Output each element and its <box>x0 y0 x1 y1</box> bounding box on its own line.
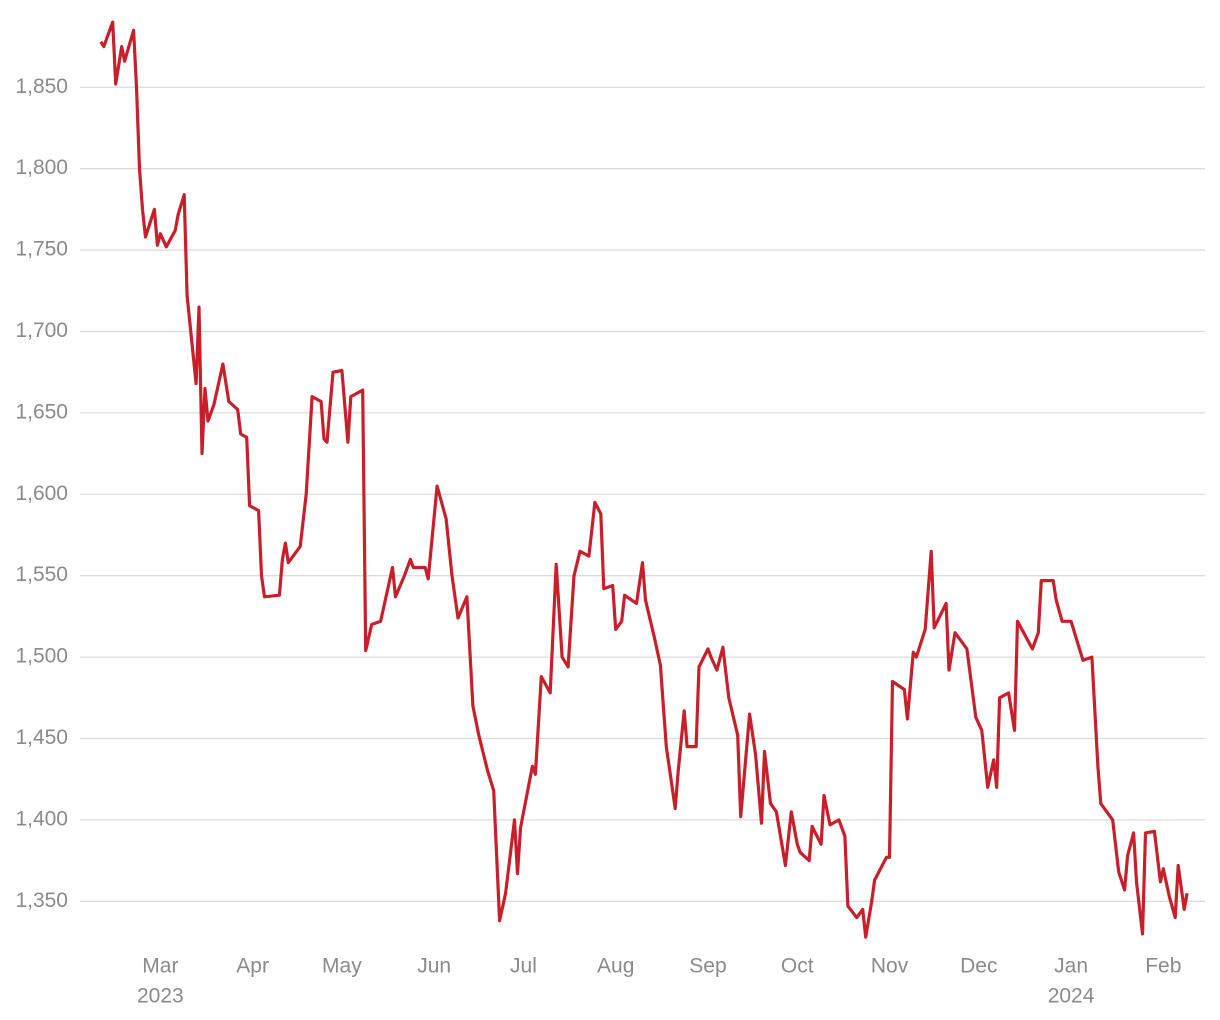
x-tick-label: Dec <box>960 955 997 978</box>
x-tick-label: Aug <box>597 955 634 978</box>
x-tick-label: May <box>322 955 362 978</box>
x-tick-label: Apr <box>236 955 269 978</box>
x-tick-label: Feb <box>1145 955 1181 978</box>
y-tick-label: 1,850 <box>15 75 68 98</box>
x-tick-label: Jan <box>1054 955 1088 978</box>
price-line <box>99 20 1189 939</box>
y-tick-label: 1,450 <box>15 726 68 749</box>
y-tick-label: 1,650 <box>15 400 68 423</box>
y-tick-label: 1,550 <box>15 563 68 586</box>
y-tick-label: 1,350 <box>15 889 68 912</box>
y-tick-label: 1,700 <box>15 319 68 342</box>
x-tick-label: Nov <box>871 955 909 978</box>
x-tick-label: Oct <box>781 955 814 978</box>
x-tick-label: Sep <box>689 955 726 978</box>
x-tick-label: Jul <box>510 955 537 978</box>
x-year-label: 2024 <box>1048 985 1095 1008</box>
y-tick-label: 1,800 <box>15 156 68 179</box>
y-tick-label: 1,400 <box>15 807 68 830</box>
x-tick-label: Mar <box>142 955 178 978</box>
x-tick-label: Jun <box>417 955 451 978</box>
y-tick-label: 1,600 <box>15 482 68 505</box>
y-tick-label: 1,500 <box>15 645 68 668</box>
y-tick-label: 1,750 <box>15 238 68 261</box>
x-year-label: 2023 <box>137 985 184 1008</box>
